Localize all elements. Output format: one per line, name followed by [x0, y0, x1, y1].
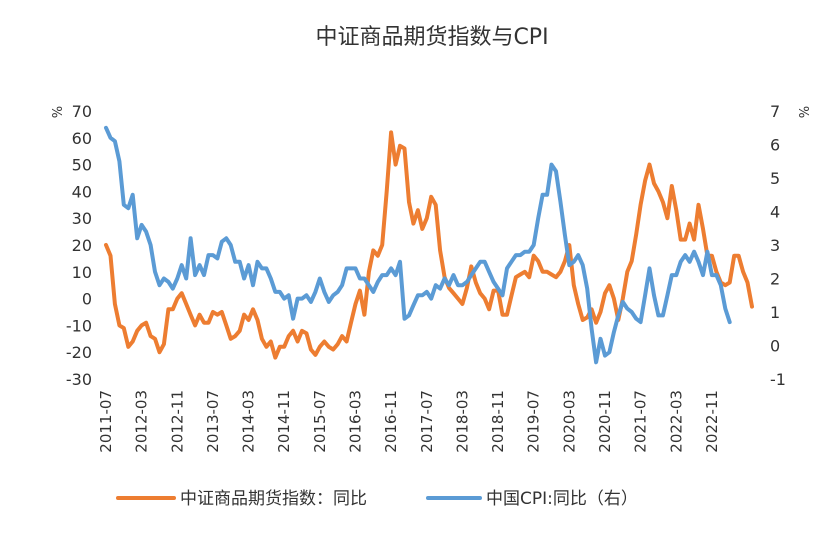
- x-tick-label: 2017-07: [418, 390, 436, 453]
- x-tick-label: 2012-11: [168, 390, 186, 453]
- legend-label: 中国CPI:同比（右）: [486, 489, 638, 509]
- series-line-cpi: [104, 125, 732, 365]
- x-tick-label: 2020-11: [596, 390, 614, 453]
- x-tick-label: 2014-03: [240, 390, 258, 453]
- y-right-tick-label: 0: [770, 337, 780, 356]
- y-left-tick-label: 30: [72, 209, 92, 228]
- x-tick-label: 2016-11: [382, 390, 400, 453]
- y-right-tick-label: 6: [770, 136, 780, 155]
- series-line-commodity-index: [104, 130, 754, 360]
- y-right-tick-label: 4: [770, 203, 780, 222]
- y-left-tick-label: -10: [66, 316, 92, 335]
- x-tick-label: 2012-03: [133, 390, 151, 453]
- x-tick-label: 2011-07: [97, 390, 115, 453]
- series-layer: [104, 125, 754, 365]
- x-tick-label: 2020-03: [560, 390, 578, 453]
- x-tick-label: 2014-11: [275, 390, 293, 453]
- y-left-tick-label: 60: [72, 129, 92, 148]
- x-tick-label: 2019-07: [525, 390, 543, 453]
- y-right-tick-label: 2: [770, 270, 780, 289]
- x-tick-label: 2022-03: [667, 390, 685, 453]
- y-right-tick-label: 7: [770, 102, 780, 121]
- y-right-tick-label: 1: [770, 303, 780, 322]
- y-left-tick-label: 40: [72, 182, 92, 201]
- legend: 中证商品期货指数：同比 中国CPI:同比（右）: [116, 489, 638, 509]
- y-left-tick-label: 50: [72, 156, 92, 175]
- y-right-unit: %: [795, 106, 810, 118]
- chart-title: 中证商品期货指数与CPI: [315, 25, 548, 50]
- x-tick-label: 2015-07: [311, 390, 329, 453]
- x-tick-label: 2013-07: [204, 390, 222, 453]
- x-tick-label: 2016-03: [346, 390, 364, 453]
- x-tick-label: 2018-03: [453, 390, 471, 453]
- y-left-tick-label: 70: [72, 102, 92, 121]
- x-tick-label: 2022-11: [703, 390, 721, 453]
- x-tick-label: 2018-11: [489, 390, 507, 453]
- y-left-tick-label: 10: [72, 263, 92, 282]
- y-right-tick-label: 3: [770, 236, 780, 255]
- y-left-tick-label: -30: [66, 370, 92, 389]
- y-left-tick-label: -20: [66, 343, 92, 362]
- y-left-tick-label: 0: [82, 290, 92, 309]
- y-left-tick-label: 20: [72, 236, 92, 255]
- y-right-tick-label: -1: [770, 370, 786, 389]
- y-right-tick-label: 5: [770, 169, 780, 188]
- y-left-unit: %: [48, 106, 63, 118]
- legend-label: 中证商品期货指数：同比: [180, 489, 367, 509]
- x-tick-label: 2021-07: [632, 390, 650, 453]
